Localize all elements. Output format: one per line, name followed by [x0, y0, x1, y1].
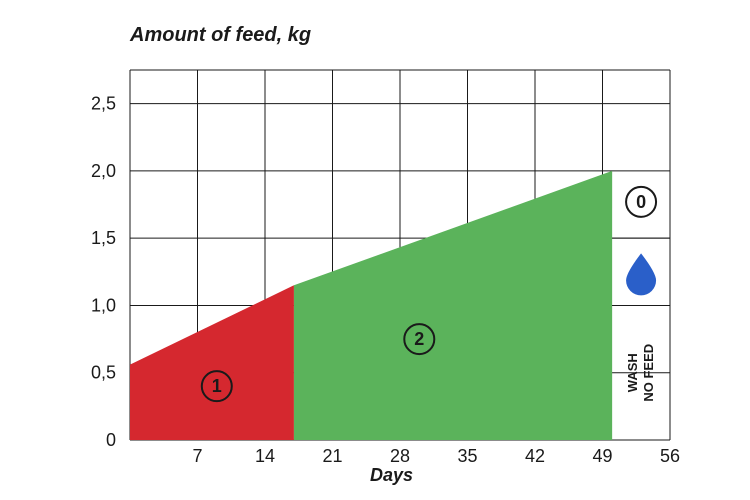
no-feed-label: NO FEED	[641, 344, 656, 402]
x-tick-label: 7	[192, 446, 202, 466]
x-tick-label: 49	[592, 446, 612, 466]
series-phase1	[130, 285, 294, 440]
phase-marker-label: 2	[414, 329, 424, 349]
x-tick-label: 35	[457, 446, 477, 466]
y-tick-label: 0,5	[91, 363, 116, 383]
x-tick-label: 14	[255, 446, 275, 466]
phase-marker-label: 1	[212, 376, 222, 396]
y-tick-label: 1,5	[91, 228, 116, 248]
y-tick-label: 1,0	[91, 295, 116, 315]
series-phase2	[294, 171, 612, 440]
y-tick-label: 0	[106, 430, 116, 450]
wash-label: WASH	[625, 353, 640, 392]
zero-marker-label: 0	[636, 192, 646, 212]
feed-chart: 0 0,5 1,0 1,5 2,0 2,5 7 14 21 28 35 42 49 56 1 2 0 WASHNO…	[0, 0, 750, 500]
chart-title: Amount of feed, kg	[130, 24, 311, 47]
x-tick-label: 56	[660, 446, 680, 466]
x-tick-label: 21	[322, 446, 342, 466]
water-drop-icon	[626, 253, 656, 295]
y-tick-label: 2,5	[91, 94, 116, 114]
x-tick-label: 42	[525, 446, 545, 466]
y-tick-label: 2,0	[91, 161, 116, 181]
x-axis-label: Days	[370, 465, 413, 486]
x-tick-label: 28	[390, 446, 410, 466]
